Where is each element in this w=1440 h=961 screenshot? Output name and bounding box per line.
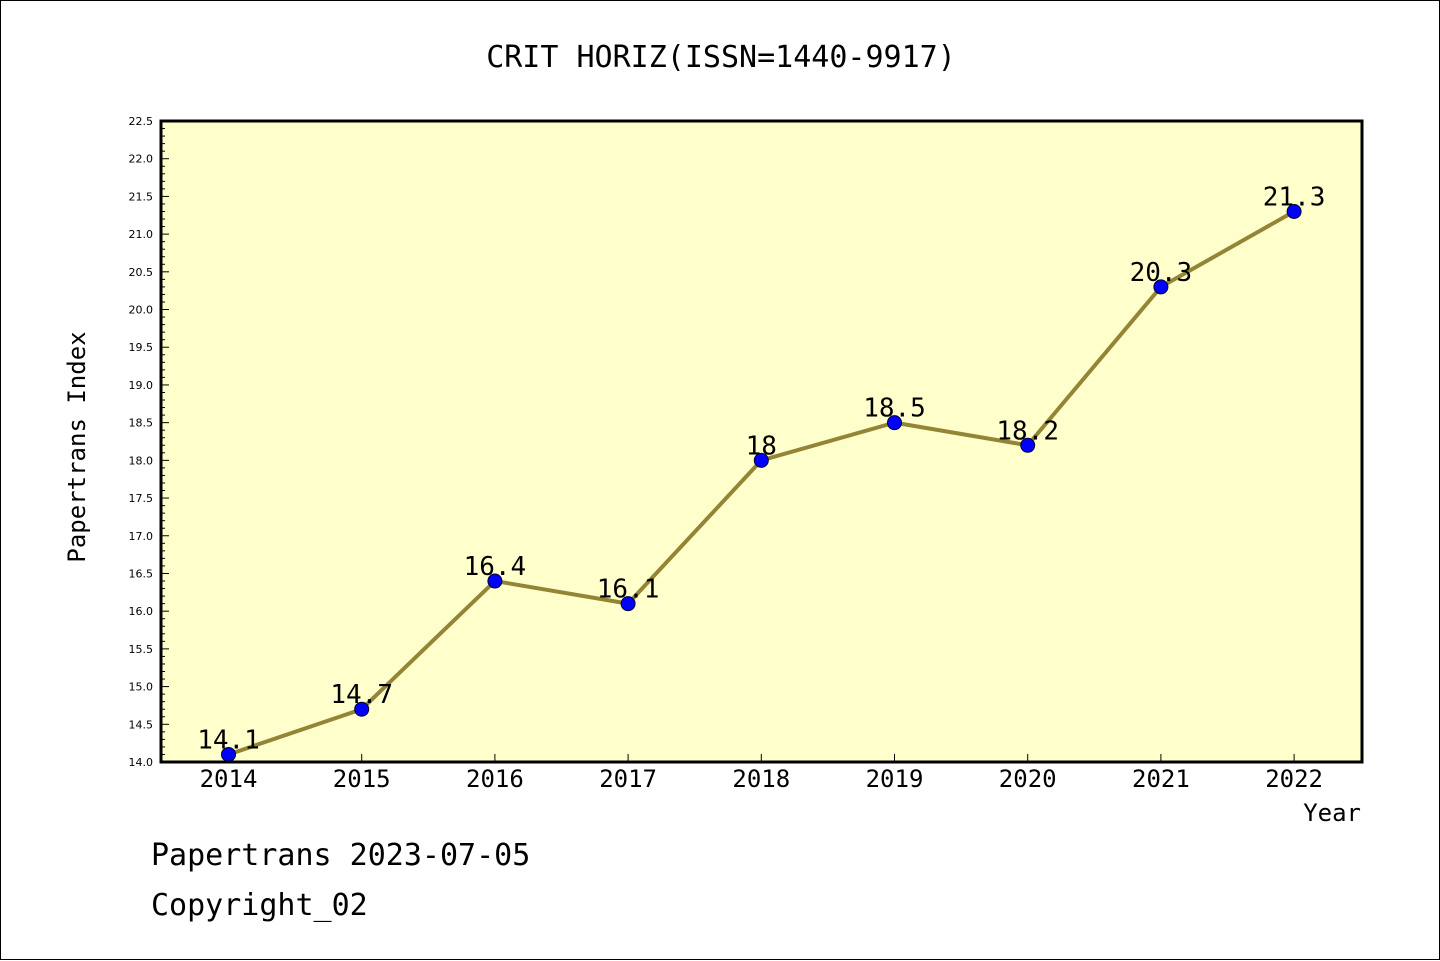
data-point [1286,203,1302,219]
footer-copyright: Copyright_02 [151,888,368,923]
plot-border [159,119,1364,764]
data-label: 18.2 [996,416,1059,446]
series-group [221,203,1302,762]
data-label: 20.3 [1130,258,1193,288]
y-tick-label: 19.5 [129,341,154,354]
x-tick-label: 2021 [1132,765,1190,793]
y-tick-label: 20.5 [129,266,154,279]
data-label: 16.4 [464,552,527,582]
x-tick-label: 2016 [466,765,524,793]
y-tick-label: 14.5 [129,718,154,731]
data-point [354,701,370,717]
x-tick-label: 2014 [200,765,258,793]
y-tick-label: 17.0 [129,530,154,543]
y-axis: 14.0 14.5 15.0 15.5 16.0 16.5 17.0 17.5 18.0 18.5… [129,115,169,769]
x-axis-title: Year [1303,799,1361,827]
y-tick-label: 21.5 [129,190,154,203]
data-label: 14.1 [197,725,260,755]
x-axis: 2014 2015 2016 2017 2018 2019 2020 2021 2022 [200,754,1323,793]
data-point [887,415,902,431]
y-tick-label: 17.5 [129,492,154,505]
data-label: 21.3 [1263,182,1326,212]
x-tick-label: 2018 [732,765,790,793]
data-label: 18.5 [863,394,926,424]
data-label: 14.7 [330,680,393,710]
data-point [487,573,503,589]
data-label: 16.1 [597,575,660,605]
y-tick-label: 16.5 [129,567,154,580]
x-tick-label: 2017 [599,765,657,793]
y-tick-label: 21.0 [129,228,154,241]
y-tick-label: 14.0 [129,756,154,769]
x-tick-label: 2019 [866,765,924,793]
chart-title: CRIT HORIZ(ISSN=1440-9917) [486,40,956,75]
y-tick-label: 15.0 [129,681,154,694]
y-tick-label: 15.5 [129,643,154,656]
x-tick-label: 2022 [1265,765,1323,793]
y-axis-title: Papertrans Index [63,331,91,562]
data-point [753,452,769,468]
data-point [620,596,636,612]
y-tick-label: 18.5 [129,417,154,430]
x-tick-label: 2020 [999,765,1057,793]
y-tick-label: 19.0 [129,379,154,392]
data-labels-group: 14.1 14.7 16.4 16.1 18 18.5 18.2 20.3 21.3 [197,182,1325,755]
data-point [1020,437,1036,453]
y-tick-label: 18.0 [129,454,154,467]
plot-area [161,121,1362,762]
data-label: 18 [746,431,777,461]
y-tick-label: 22.0 [129,153,154,166]
y-tick-label: 20.0 [129,304,154,317]
y-tick-label: 16.0 [129,605,154,618]
y-tick-label: 22.5 [129,115,154,128]
data-point [1153,279,1169,295]
footer-date: Papertrans 2023-07-05 [151,838,530,873]
x-tick-label: 2015 [333,765,391,793]
